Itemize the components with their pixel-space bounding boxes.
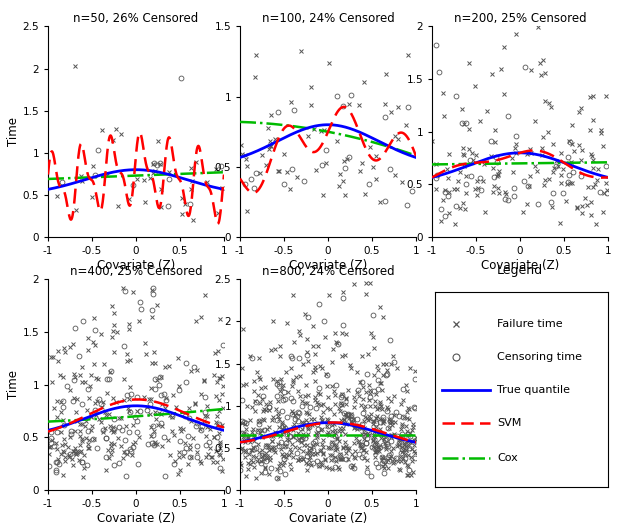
Text: SVM: SVM <box>497 418 522 428</box>
X-axis label: Covariate (Z): Covariate (Z) <box>481 259 559 272</box>
X-axis label: Covariate (Z): Covariate (Z) <box>289 512 367 525</box>
Title: n=100, 24% Censored: n=100, 24% Censored <box>262 12 394 25</box>
Y-axis label: Time: Time <box>6 370 20 399</box>
Text: Failure time: Failure time <box>497 319 563 329</box>
Y-axis label: Time: Time <box>6 117 20 147</box>
X-axis label: Covariate (Z): Covariate (Z) <box>97 259 175 272</box>
Title: n=800, 24% Censored: n=800, 24% Censored <box>262 265 394 278</box>
X-axis label: Covariate (Z): Covariate (Z) <box>97 512 175 525</box>
Title: n=400, 25% Censored: n=400, 25% Censored <box>70 265 202 278</box>
Title: n=200, 25% Censored: n=200, 25% Censored <box>454 12 586 25</box>
Text: Cox: Cox <box>497 453 518 463</box>
X-axis label: Covariate (Z): Covariate (Z) <box>289 259 367 272</box>
Text: Censoring time: Censoring time <box>497 352 582 362</box>
Title: n=50, 26% Censored: n=50, 26% Censored <box>74 12 198 25</box>
Text: Legend: Legend <box>497 264 543 277</box>
Text: True quantile: True quantile <box>497 385 570 395</box>
